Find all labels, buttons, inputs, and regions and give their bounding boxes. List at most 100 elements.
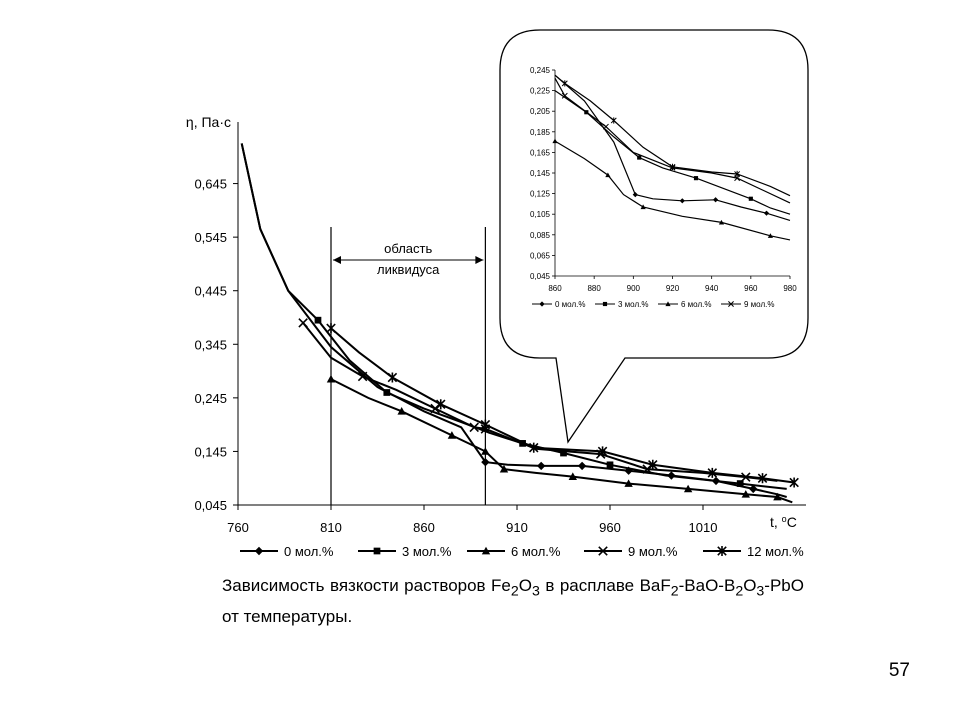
inset-y-tick-label: 0,105 (530, 210, 551, 219)
legend-marker-0 (254, 546, 264, 556)
series-marker-4 (597, 446, 608, 457)
x-tick-label: 910 (506, 520, 528, 535)
inset-series-marker-2 (718, 219, 725, 225)
inset-series-marker-2 (640, 204, 646, 210)
inset-legend-label-2: 6 мол.% (681, 300, 711, 309)
inset-legend-label-0: 0 мол.% (555, 300, 585, 309)
inset-y-tick-label: 0,085 (530, 231, 551, 240)
inset-series-marker-4 (669, 163, 676, 170)
series-marker-1 (606, 461, 614, 469)
series-marker-4 (648, 459, 658, 470)
x-tick-label: 960 (599, 520, 621, 535)
y-tick-label: 0,045 (194, 498, 227, 513)
series-marker-1 (314, 316, 322, 324)
inset-legend-marker-2 (665, 301, 671, 307)
series-marker-0 (749, 484, 758, 494)
inset-series-line-3 (554, 77, 791, 204)
inset-series-marker-4 (734, 170, 741, 178)
inset-series-line-4 (554, 74, 791, 197)
inset-y-tick-label: 0,045 (530, 272, 551, 281)
inset-series-marker-1 (693, 176, 699, 181)
inset-series-marker-2 (605, 172, 611, 178)
inset-series-marker-2 (767, 233, 774, 238)
inset-legend-marker-1 (602, 301, 608, 307)
inset-y-tick-label: 0,125 (530, 190, 551, 199)
series-marker-2 (499, 464, 509, 473)
series-marker-2 (481, 447, 490, 455)
legend-label-0: 0 мол.% (284, 544, 334, 559)
liquidus-label-line2: ликвидуса (377, 262, 440, 277)
series-marker-0 (481, 457, 490, 467)
series-marker-1 (383, 389, 391, 396)
legend-label-3: 9 мол.% (628, 544, 678, 559)
series-marker-4 (435, 399, 446, 410)
y-tick-label: 0,545 (194, 230, 227, 245)
inset-x-tick-label: 880 (587, 284, 601, 293)
y-tick-label: 0,345 (194, 337, 227, 352)
inset-series-marker-3 (561, 92, 568, 99)
callout-bubble (499, 29, 809, 444)
series-marker-3 (357, 371, 368, 382)
inset-x-tick-label: 960 (744, 284, 758, 293)
series-marker-4 (528, 442, 539, 453)
series-marker-1 (560, 449, 567, 457)
series-marker-4 (757, 473, 768, 484)
series-marker-0 (577, 461, 587, 471)
series-marker-3 (469, 422, 479, 433)
inset-y-tick-label: 0,205 (530, 107, 551, 116)
inset-series-marker-1 (637, 155, 642, 160)
inset-legend-label-1: 3 мол.% (618, 300, 648, 309)
legend-marker-1 (373, 547, 381, 555)
series-marker-2 (683, 484, 693, 493)
legend-marker-2 (481, 546, 491, 555)
inset-series-line-1 (554, 90, 791, 215)
series-marker-2 (741, 490, 750, 498)
series-marker-3 (298, 318, 308, 328)
inset-series-marker-0 (632, 192, 638, 198)
inset-series-marker-4 (561, 80, 568, 87)
inset-callout (499, 29, 809, 444)
inset-series-marker-2 (552, 138, 558, 144)
inset-y-tick-label: 0,245 (530, 66, 551, 75)
series-marker-4 (387, 372, 398, 383)
inset-y-tick-label: 0,145 (530, 169, 551, 178)
series-marker-3 (642, 464, 652, 474)
page-number: 57 (888, 660, 910, 681)
inset-y-tick-label: 0,185 (530, 128, 551, 137)
x-axis-label: t, oC (770, 514, 797, 530)
x-tick-label: 1010 (689, 520, 718, 535)
inset-series-marker-4 (610, 117, 617, 124)
inset-series-marker-0 (679, 198, 685, 204)
series-marker-2 (447, 431, 457, 439)
y-tick-label: 0,445 (194, 284, 227, 299)
inset-legend-label-3: 9 мол.% (744, 300, 774, 309)
series-marker-2 (397, 407, 406, 415)
inset-legend-marker-3 (728, 301, 734, 307)
series-marker-2 (773, 492, 782, 501)
inset-series-marker-0 (712, 197, 719, 203)
inset-x-tick-label: 920 (666, 284, 680, 293)
series-marker-2 (624, 479, 633, 487)
inset-chart: 0,045 0,065 0,085 0,105 0,125 0,145 0,165 0,185… (530, 66, 797, 309)
liquidus-arrow-right (475, 256, 484, 264)
series-marker-4 (480, 419, 491, 430)
y-axis-label: η, Па·с (186, 114, 231, 130)
inset-y-tick-label: 0,065 (530, 251, 551, 260)
inset-x-tick-label: 980 (783, 284, 797, 293)
series-marker-4 (326, 323, 336, 334)
inset-series-marker-0 (763, 210, 770, 216)
series-marker-2 (326, 374, 336, 383)
x-tick-label: 810 (320, 520, 342, 535)
inset-x-tick-label: 940 (705, 284, 719, 293)
y-tick-label: 0,145 (194, 444, 227, 459)
y-tick-label: 0,245 (194, 391, 227, 406)
legend-label-4: 12 мол.% (747, 544, 804, 559)
series-marker-0 (536, 461, 546, 471)
inset-series-marker-3 (602, 123, 609, 130)
series-marker-3 (430, 403, 440, 414)
x-tick-label: 760 (227, 520, 249, 535)
legend-label-2: 6 мол.% (511, 544, 561, 559)
legend-marker-3 (598, 546, 608, 556)
